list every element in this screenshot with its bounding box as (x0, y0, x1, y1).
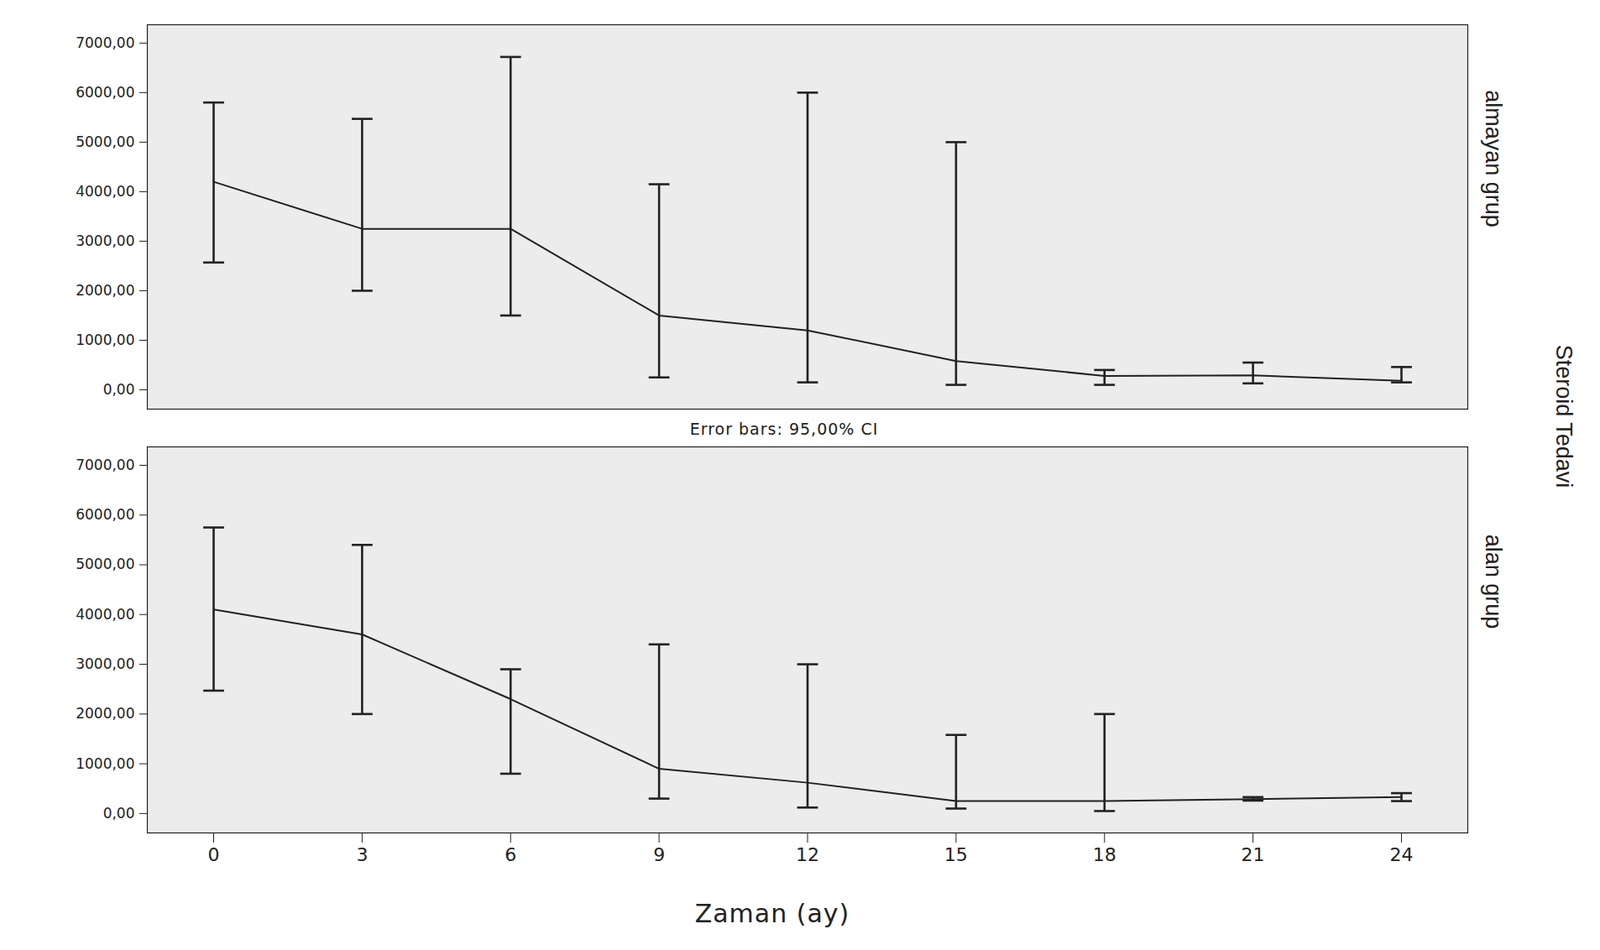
html-text:almayan grup: almayan grup (1480, 90, 1506, 228)
svg-text:4000,00: 4000,00 (75, 183, 135, 200)
svg-text:15: 15 (944, 844, 968, 866)
svg-text:0,00: 0,00 (103, 381, 136, 398)
svg-text:21: 21 (1241, 844, 1266, 866)
svg-text:2000,00: 2000,00 (75, 282, 135, 299)
html-text:Steroid Tedavi: Steroid Tedavi (1550, 344, 1577, 488)
svg-text:4000,00: 4000,00 (75, 606, 135, 623)
svg-text:9: 9 (653, 844, 665, 866)
svg-text:6000,00: 6000,00 (75, 83, 135, 101)
svg-text:24: 24 (1389, 844, 1413, 866)
svg-text:18: 18 (1092, 844, 1117, 866)
svg-text:6000,00: 6000,00 (75, 506, 135, 523)
svg-text:12: 12 (795, 844, 820, 866)
html-text:Error bars: 95,00% CI: Error bars: 95,00% CI (689, 419, 879, 439)
html-text:alan grup: alan grup (1480, 534, 1506, 630)
svg-text:7000,00: 7000,00 (75, 456, 135, 474)
svg-text:3: 3 (355, 844, 368, 866)
svg-text:3000,00: 3000,00 (75, 655, 135, 673)
svg-text:7000,00: 7000,00 (75, 34, 135, 52)
svg-text:5000,00: 5000,00 (75, 555, 135, 573)
svg-text:0: 0 (208, 844, 220, 866)
svg-text:3000,00: 3000,00 (75, 232, 135, 250)
svg-text:1000,00: 1000,00 (75, 331, 135, 349)
svg-text:0,00: 0,00 (103, 805, 136, 822)
svg-text:6: 6 (504, 844, 517, 866)
svg-text:2000,00: 2000,00 (75, 705, 135, 722)
svg-text:1000,00: 1000,00 (75, 755, 135, 773)
svg-text:5000,00: 5000,00 (75, 133, 135, 151)
html-text:Zaman (ay): Zaman (ay) (694, 898, 850, 929)
